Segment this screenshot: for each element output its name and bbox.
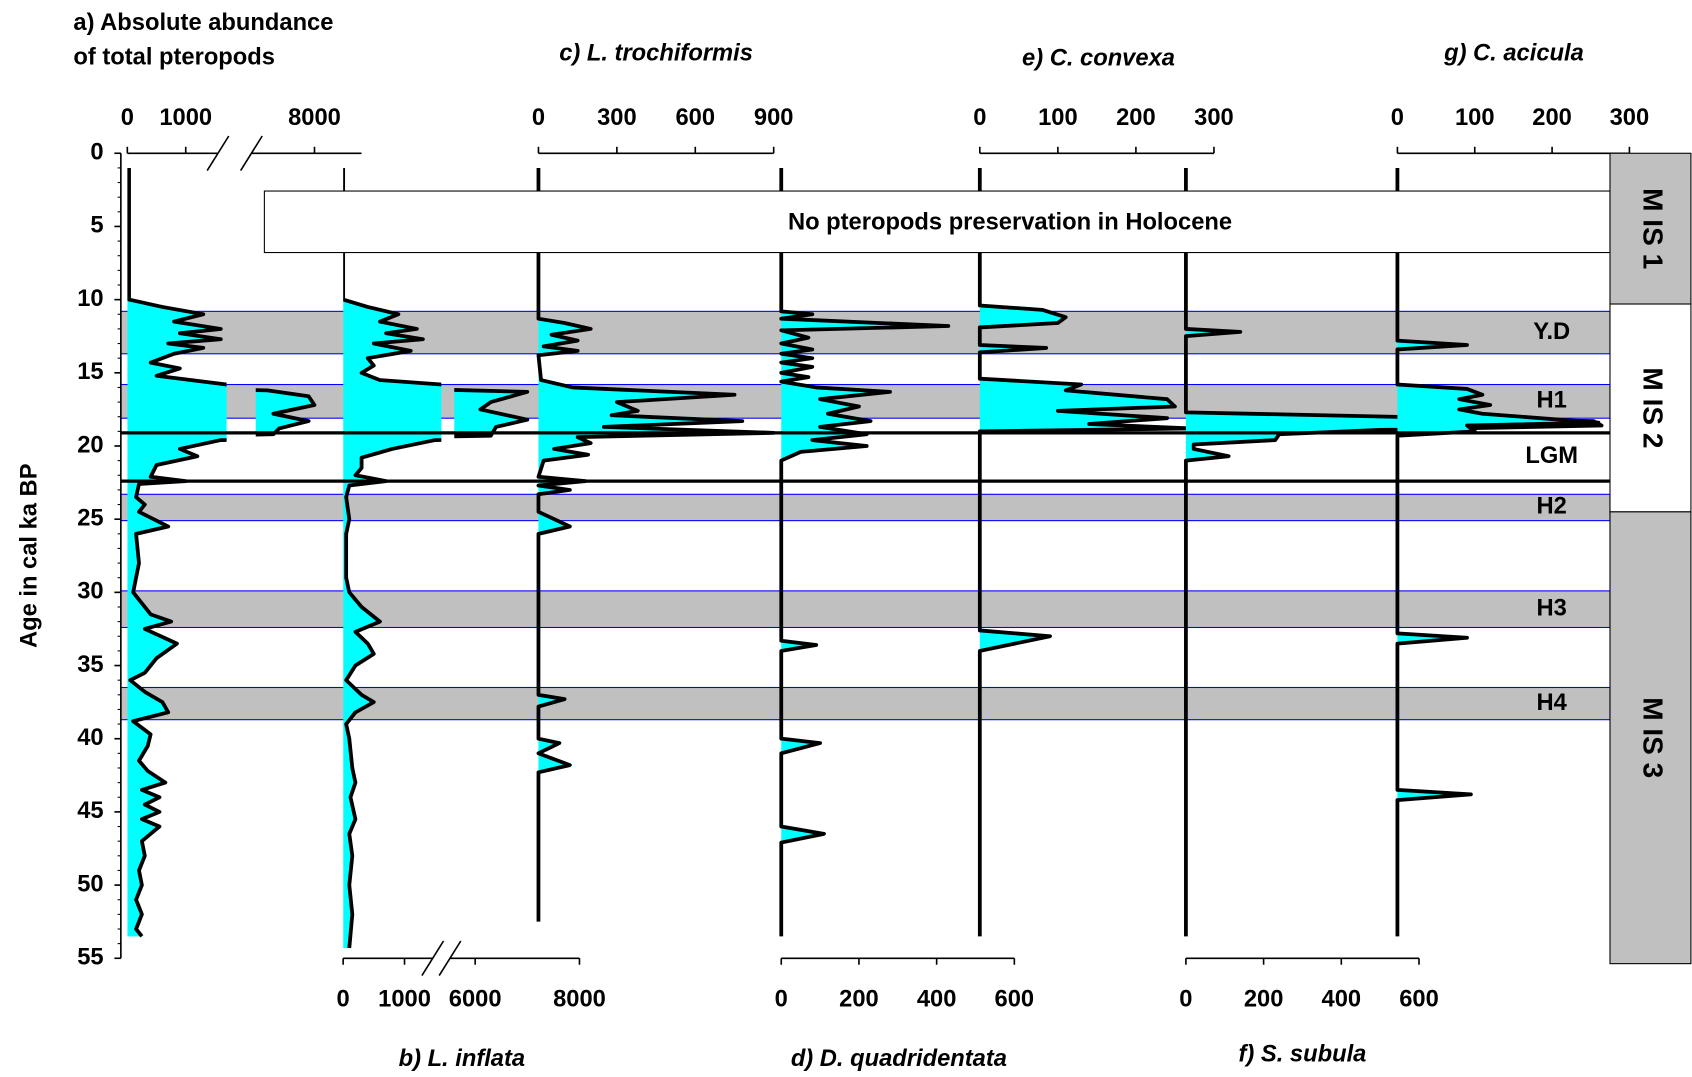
panel-title: c) L. trochiformis [559,40,753,66]
mis-label: M IS 3 [1638,697,1669,778]
note-box [263,190,1611,254]
abundance-line [977,167,1193,937]
abundance-area [255,390,315,435]
abundance-line [127,167,227,938]
band-label: Y.D [1533,319,1570,345]
x-tick-label: 0 [532,105,545,131]
axis-break [239,135,263,171]
mis-box [1609,152,1692,305]
mis-label: M IS 1 [1638,188,1669,269]
y-tick-label: 40 [77,725,103,751]
lgm-label: LGM [1525,443,1578,469]
x-tick-label: 200 [1116,105,1156,131]
x-tick-label: 8000 [288,105,341,131]
axis-break [438,940,462,976]
x-tick-label: 6000 [449,987,502,1013]
x-tick-label: 100 [1455,105,1495,131]
x-tick-label: 0 [775,987,788,1013]
y-tick-label: 35 [77,652,103,678]
x-tick-label: 200 [1244,987,1284,1013]
event-band [120,493,1611,522]
x-tick-label: 400 [1322,987,1362,1013]
abundance-line [536,167,776,922]
mis-label: M IS 2 [1638,367,1669,448]
x-tick-label: 100 [1038,105,1078,131]
y-axis-label: Age in cal ka BP [16,463,42,648]
x-tick-label: 1000 [159,105,212,131]
x-tick-label: 0 [1179,987,1192,1013]
panel-title: a) Absolute abundance [73,10,333,36]
y-tick-label: 25 [77,505,103,531]
abundance-line [1395,167,1601,937]
x-tick-label: 600 [1399,987,1439,1013]
x-tick-label: 300 [1610,105,1650,131]
x-tick-label: 600 [675,105,715,131]
panel-title: d) D. quadridentata [791,1046,1007,1072]
y-tick-label: 50 [77,871,103,897]
x-tick-label: 0 [1391,105,1404,131]
panel-title: e) C. convexa [1022,46,1175,72]
panel-title: f) S. subula [1239,1042,1367,1068]
x-tick-label: 600 [995,987,1035,1013]
band-label: H4 [1537,690,1568,716]
y-tick-label: 5 [90,213,103,239]
x-tick-label: 300 [1194,105,1234,131]
y-tick-label: 45 [77,798,103,824]
x-tick-label: 0 [121,105,134,131]
abundance-line [779,167,951,937]
y-tick-label: 15 [77,359,103,385]
band-label: H3 [1537,595,1567,621]
y-tick-label: 10 [77,286,103,312]
band-label: H1 [1537,388,1567,414]
note-text: No pteropods preservation in Holocene [788,210,1232,236]
x-tick-label: 900 [754,105,794,131]
mis-box [1609,303,1692,513]
x-tick-label: 0 [973,105,986,131]
axis-break [421,940,445,976]
x-tick-label: 200 [839,987,879,1013]
y-tick-label: 55 [77,945,103,971]
abundance-line [1184,167,1604,937]
y-tick-label: 20 [77,432,103,458]
panel-title: b) L. inflata [399,1046,526,1072]
x-tick-label: 200 [1532,105,1572,131]
y-tick-label: 30 [77,579,103,605]
x-tick-label: 300 [597,105,637,131]
panel-title: of total pteropods [73,45,275,71]
abundance-line [343,167,442,949]
abundance-area [343,167,442,949]
x-tick-label: 1000 [378,987,431,1013]
x-tick-label: 8000 [553,987,606,1013]
band-label: H2 [1537,494,1567,520]
x-tick-label: 0 [337,987,350,1013]
mis-box [1609,511,1692,965]
panel-title: g) C. acicula [1443,40,1584,66]
x-tick-label: 400 [917,987,957,1013]
y-tick-label: 0 [90,140,103,166]
axis-break [206,135,230,171]
